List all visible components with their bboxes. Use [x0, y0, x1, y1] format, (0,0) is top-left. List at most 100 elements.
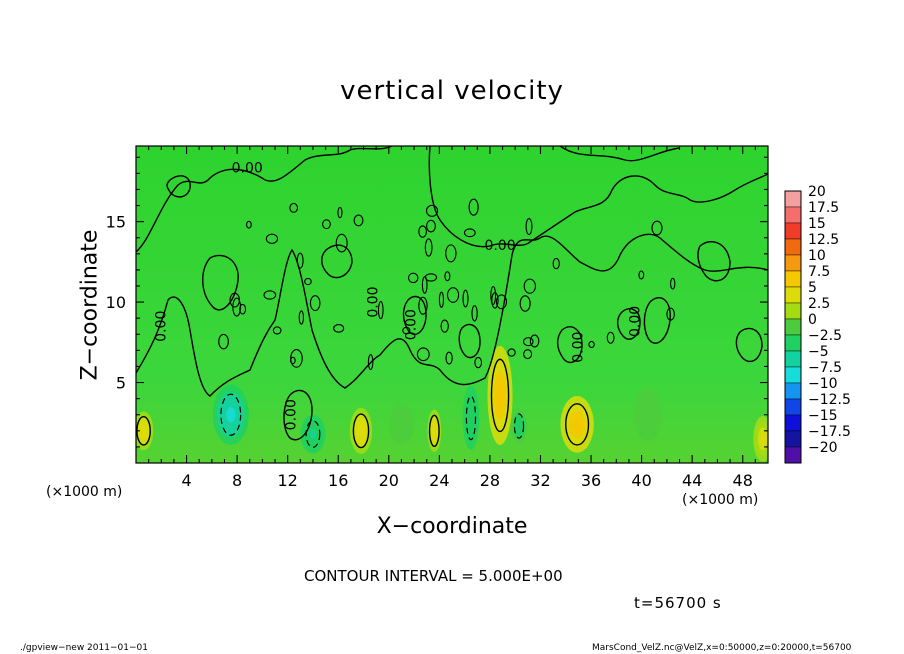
x-tick-label: 12: [278, 471, 298, 490]
colorbar-swatch: [784, 302, 802, 320]
small-contour-ring: [402, 326, 411, 335]
zero-contour-line: [697, 241, 731, 282]
x-axis-unit-left: (×1000 m): [46, 484, 123, 500]
zero-contour-line: [402, 295, 427, 335]
colorbar-tick-label: 15: [808, 216, 826, 232]
small-contour-ring: [421, 276, 428, 294]
y-tick-label: 10: [106, 293, 126, 312]
small-contour-ring: [490, 285, 497, 305]
colorbar-tick-label: −2.5: [808, 328, 842, 344]
colorbar: 2017.51512.5107.552.50−2.5−5−7.5−10−12.5…: [784, 184, 851, 464]
colorbar-tick-label: 20: [808, 184, 826, 200]
small-contour-ring: [232, 297, 242, 317]
zero-contour-line: [136, 146, 393, 253]
small-contour-ring: [651, 220, 663, 236]
time-label: t=56700 s: [634, 594, 722, 612]
updraft-core: [496, 383, 504, 408]
colorbar-tick-label: −12.5: [808, 392, 851, 408]
small-contour-ring: [424, 238, 433, 257]
x-tick-label: 20: [379, 471, 399, 490]
small-contour-ring: [495, 294, 508, 310]
small-contour-ring: [304, 277, 312, 286]
footer-program-info: ./gpview−new 2011−01−01: [20, 643, 148, 653]
colorbar-tick-label: −5: [808, 344, 829, 360]
colorbar-tick-label: −7.5: [808, 360, 842, 376]
updraft-core: [760, 433, 766, 445]
small-contour-ring: [309, 295, 321, 312]
colorbar-swatch: [784, 254, 802, 272]
zero-contour-line: [283, 389, 313, 441]
colorbar-swatch: [784, 190, 802, 208]
colorbar-swatch: [784, 334, 802, 352]
contour-value-label: 0.00: [484, 238, 515, 254]
zero-contour-line: [136, 233, 768, 397]
plot-area: 0.00 0.00 0.00 0.00 0.00 0.00 0.00 0.00: [136, 146, 768, 463]
small-contour-ring: [418, 296, 428, 315]
small-contour-ring: [471, 305, 478, 322]
positive-contour-line: [352, 413, 370, 449]
contour-value-label: 0.00: [366, 287, 382, 318]
colorbar-tick-label: −15: [808, 408, 838, 424]
negative-contour-line: [305, 420, 321, 448]
colorbar-swatch: [784, 318, 802, 336]
footer-data-source: MarsCond_VelZ.nc@VelZ,x=0:50000,z=0:2000…: [592, 643, 852, 653]
small-contour-ring: [468, 198, 479, 216]
updraft-core: [358, 425, 364, 437]
small-contour-ring: [263, 290, 277, 300]
colorbar-swatch: [784, 206, 802, 224]
small-contour-ring: [474, 356, 483, 369]
small-contour-ring: [337, 206, 343, 219]
small-contour-ring: [438, 291, 445, 308]
small-contour-ring: [525, 217, 533, 236]
small-contour-ring: [463, 228, 476, 238]
small-contour-ring: [377, 301, 384, 320]
small-contour-ring: [670, 277, 676, 290]
colorbar-swatch: [784, 398, 802, 416]
x-tick-label: 32: [530, 471, 550, 490]
contour-interval-label: CONTOUR INTERVAL = 5.000E+00: [304, 567, 563, 585]
small-contour-ring: [462, 289, 469, 308]
zero-contour-line: [559, 146, 681, 162]
small-contour-ring: [445, 244, 457, 263]
small-contour-ring: [606, 331, 615, 344]
negative-contour-line: [513, 413, 525, 439]
small-contour-ring: [322, 219, 331, 230]
small-contour-ring: [638, 270, 645, 280]
small-contour-ring: [298, 310, 305, 325]
small-contour-ring: [333, 324, 345, 333]
contour-value-label: 0.00: [153, 311, 169, 342]
negative-contour-line: [220, 393, 242, 436]
small-contour-ring: [523, 337, 534, 347]
colorbar-tick-label: 10: [808, 248, 826, 264]
downdraft-core: [468, 409, 474, 426]
contour-value-label: 0.00: [404, 309, 420, 340]
colorbar-swatch: [784, 286, 802, 304]
x-axis-unit-right: (×1000 m): [682, 492, 759, 508]
contour-value-label: 0.00: [570, 332, 586, 363]
contour-value-label: 0.00: [283, 399, 299, 430]
zero-contour-line: [428, 146, 768, 248]
zero-contour-line: [616, 308, 641, 340]
zero-contour-line: [321, 244, 353, 279]
colorbar-tick-label: −17.5: [808, 424, 851, 440]
small-contour-ring: [272, 326, 282, 335]
small-contour-ring: [418, 225, 427, 238]
colorbar-tick-label: 2.5: [808, 296, 830, 312]
contour-value-label: 0.00: [232, 161, 263, 177]
colorbar-tick-label: −20: [808, 440, 838, 456]
x-tick-label: 36: [581, 471, 601, 490]
x-tick-label: 8: [232, 471, 242, 490]
colorbar-swatch: [784, 446, 802, 464]
small-contour-ring: [289, 356, 296, 365]
positive-contour-line: [565, 403, 590, 446]
small-contour-ring: [289, 202, 299, 213]
colorbar-swatch: [784, 350, 802, 368]
colorbar-swatch: [784, 382, 802, 400]
colorbar-swatch: [784, 430, 802, 448]
small-contour-ring: [416, 347, 430, 362]
y-tick-label: 15: [106, 213, 126, 232]
updraft-core: [572, 417, 582, 432]
zero-contour-line: [458, 323, 481, 359]
x-tick-label: 40: [631, 471, 651, 490]
